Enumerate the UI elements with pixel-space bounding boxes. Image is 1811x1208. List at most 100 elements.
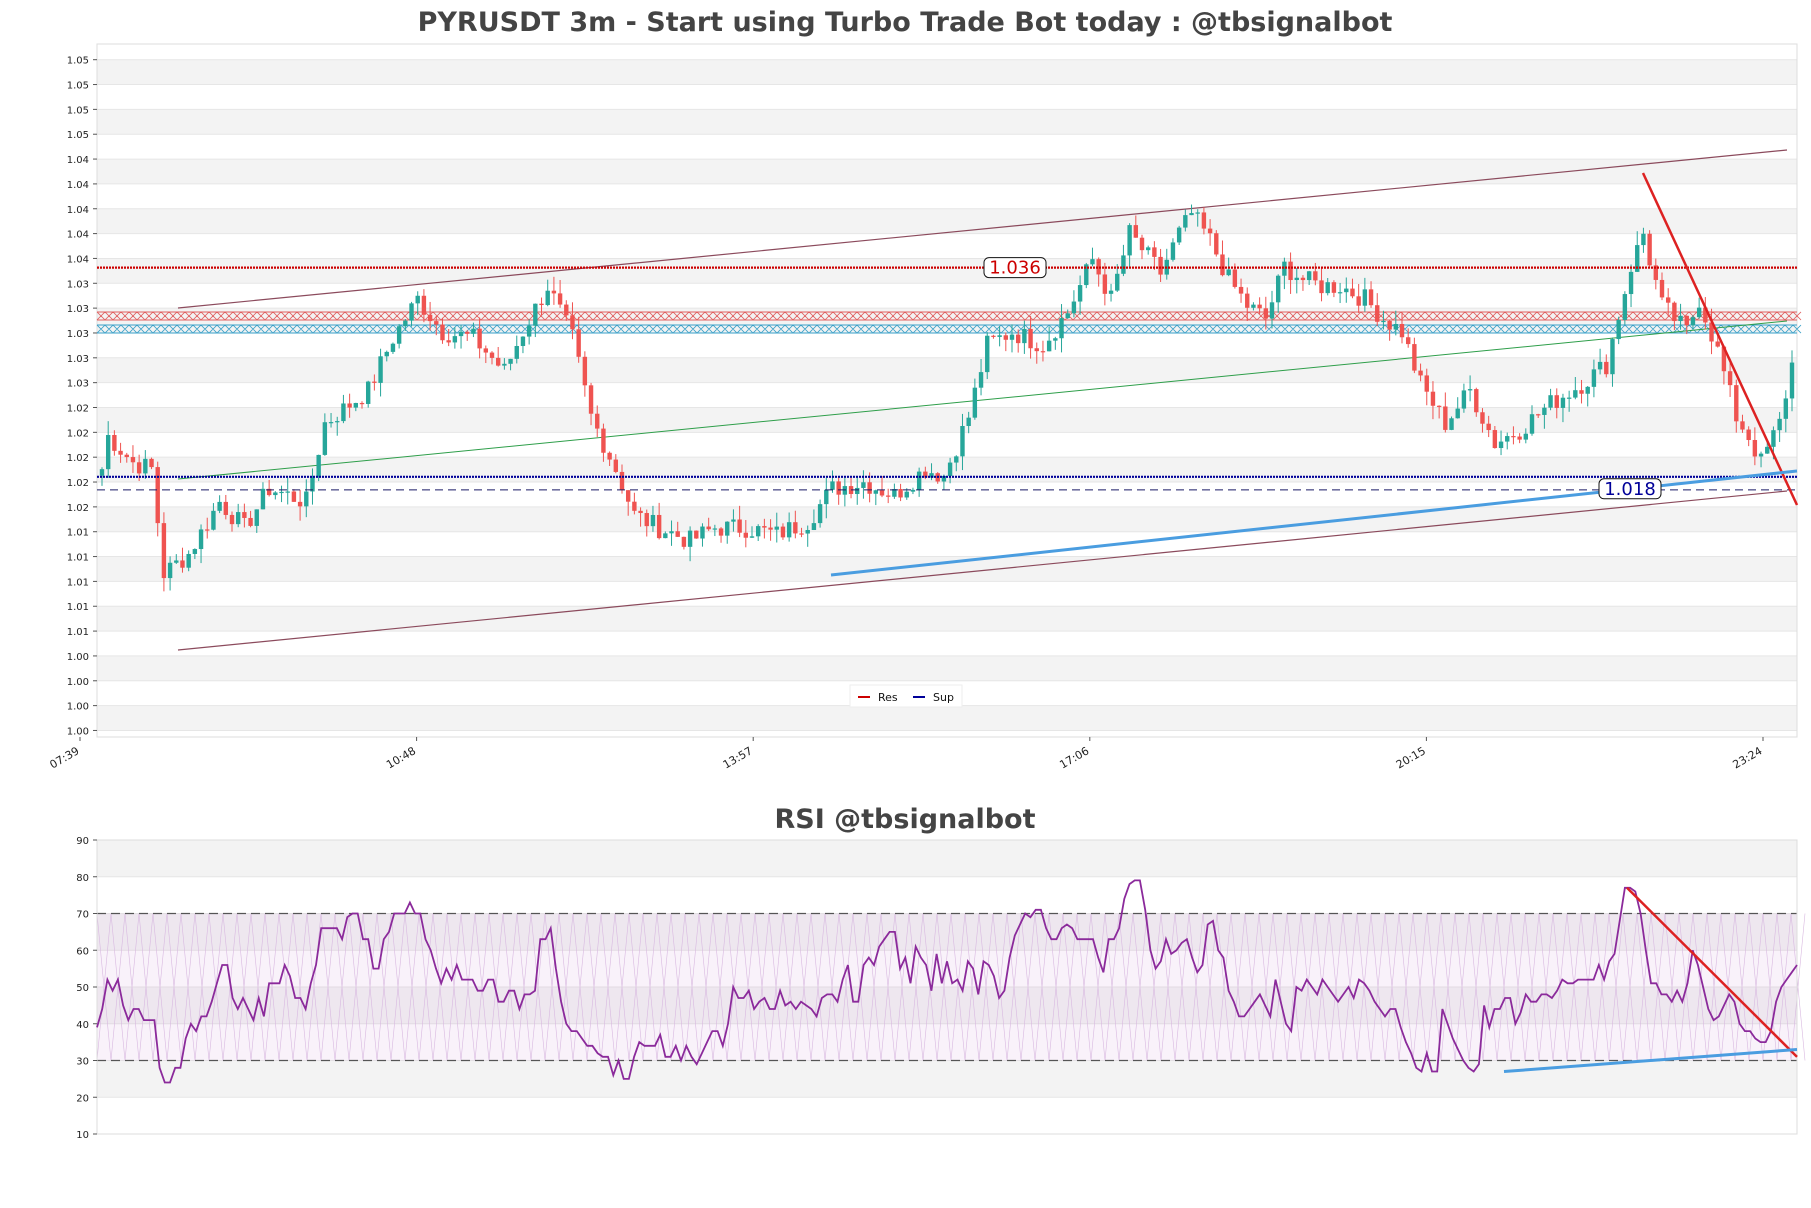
price-band (97, 457, 1797, 483)
rsi-y-tick-label: 60 (76, 946, 89, 957)
price-x-tick-label: 13:57 (721, 744, 755, 771)
price-y-tick-label: 1.01 (67, 602, 89, 613)
candle-body (1486, 423, 1491, 431)
candle-body (1195, 212, 1200, 214)
candle-body (1765, 446, 1770, 454)
candle-body (465, 331, 470, 334)
candle-body (1077, 285, 1083, 302)
candle-body (1752, 440, 1758, 457)
price-y-tick-label: 1.02 (67, 453, 89, 464)
price-grid-bands (97, 59, 1797, 731)
price-overlay-lines (97, 172, 1799, 577)
channel-upper-line (177, 149, 1788, 309)
candle-body (570, 315, 575, 330)
candle-body (130, 457, 136, 463)
candle-body (161, 523, 167, 579)
candle-body (446, 340, 451, 343)
candle-body (1133, 225, 1139, 238)
candle-body (260, 488, 266, 510)
candle-body (1635, 245, 1640, 272)
candle-body (1381, 320, 1386, 323)
candle-body (415, 295, 420, 304)
candle-body (229, 514, 235, 525)
candle-body (409, 303, 414, 321)
candle-body (1269, 302, 1275, 319)
candle-body (1505, 436, 1510, 442)
candle-body (1300, 277, 1306, 281)
candle-body (1480, 412, 1485, 424)
price-band (97, 208, 1797, 234)
price-y-tick-label: 1.01 (67, 577, 89, 588)
candle-body (966, 417, 971, 426)
candle-body (842, 486, 848, 495)
candle-body (1641, 233, 1646, 246)
price-y-tick-label: 1.02 (67, 503, 89, 514)
candle-body (477, 328, 482, 349)
candle-body (1628, 271, 1634, 295)
candle-body (638, 510, 643, 514)
resistance-level-label: 1.036 (989, 258, 1041, 279)
candle-body (557, 293, 563, 305)
candle-body (601, 428, 606, 453)
price-x-tick-label: 10:48 (384, 744, 418, 771)
candle-body (1517, 436, 1522, 440)
candle-body (285, 491, 290, 493)
candle-body (205, 529, 210, 531)
rsi-band (97, 1060, 1797, 1098)
candle-body (118, 450, 123, 455)
candle-body (1028, 328, 1033, 349)
price-band (97, 59, 1797, 85)
price-x-tick-label: 17:06 (1057, 744, 1091, 771)
price-x-tick-label: 20:15 (1394, 744, 1428, 771)
candle-body (1393, 324, 1399, 330)
candle-body (1443, 406, 1448, 430)
price-y-tick-label: 1.01 (67, 627, 89, 638)
candle-body (1597, 361, 1603, 370)
candle-body (1684, 315, 1689, 326)
rsi-trendlines (1503, 886, 1798, 1074)
candle-body (1616, 319, 1621, 340)
candle-body (372, 381, 377, 383)
candle-body (1034, 348, 1039, 352)
candle-body (1003, 335, 1009, 340)
resistance-level-badge (983, 257, 1047, 279)
candle-body (1424, 375, 1429, 392)
candle-body (1709, 322, 1714, 342)
candle-body (192, 549, 198, 554)
candle-body (997, 335, 1002, 337)
candle-body (155, 467, 160, 524)
candle-body (892, 489, 897, 497)
candle-body (1040, 351, 1046, 353)
price-y-tick-label: 1.05 (67, 81, 89, 92)
candle-body (427, 314, 433, 322)
candle-body (1672, 302, 1677, 322)
candle-body (1071, 301, 1077, 314)
candle-body (923, 471, 928, 478)
price-y-tick-label: 1.01 (67, 528, 89, 539)
rsi-up-trend-line (1503, 1047, 1798, 1074)
candle-body (656, 514, 662, 539)
candle-body (198, 529, 204, 550)
price-y-tick-label: 1.05 (67, 56, 89, 67)
candle-body (1294, 277, 1299, 281)
candle-body (1418, 370, 1423, 376)
price-trendlines (177, 149, 1788, 651)
candle-body (1102, 274, 1108, 294)
candle-body (297, 501, 303, 507)
channel-lower-line (177, 490, 1788, 651)
legend-res-label: Res (878, 691, 898, 704)
candle-body (1059, 318, 1064, 339)
candle-body (811, 523, 817, 531)
price-y-tick-label: 1.03 (67, 279, 89, 290)
rsi-y-tick-label: 10 (76, 1130, 89, 1141)
candle-body (266, 488, 272, 496)
candle-body (786, 522, 792, 538)
candle-body (242, 512, 247, 518)
candle-body (712, 528, 718, 530)
candle-body (836, 481, 841, 495)
candle-body (1449, 418, 1454, 430)
candle-body (539, 303, 544, 306)
candle-body (1115, 273, 1120, 291)
candle-body (1461, 390, 1467, 409)
